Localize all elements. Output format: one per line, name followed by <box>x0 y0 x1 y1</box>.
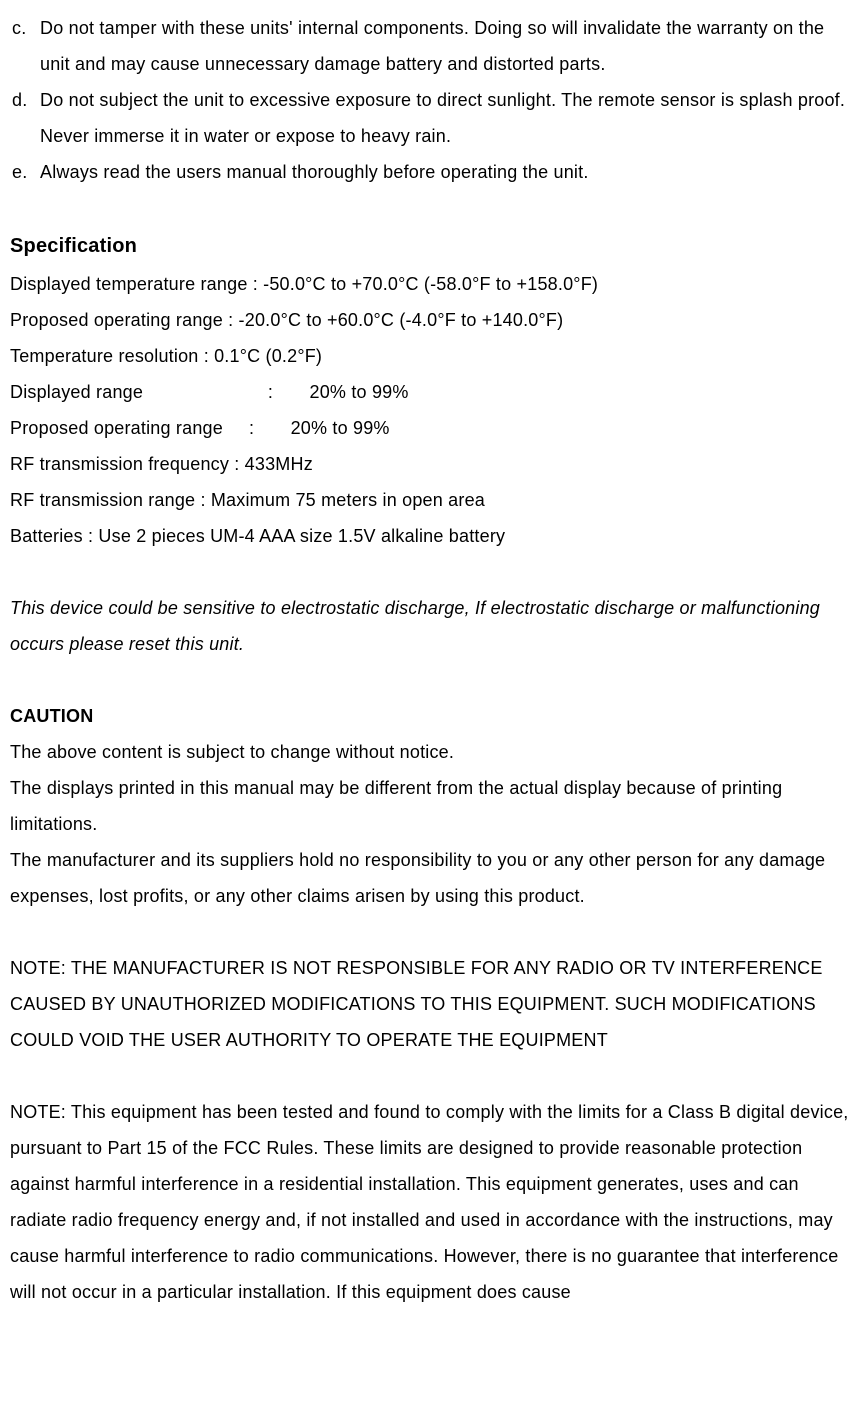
spec-disp-range: Displayed range : 20% to 99% <box>10 374 855 410</box>
caution-p1: The above content is subject to change w… <box>10 734 855 770</box>
spec-rf-range: RF transmission range : Maximum 75 meter… <box>10 482 855 518</box>
esd-note: This device could be sensitive to electr… <box>10 590 855 662</box>
list-marker-d: d. <box>10 82 40 154</box>
spec-rf-freq: RF transmission frequency : 433MHz <box>10 446 855 482</box>
list-content-d: Do not subject the unit to excessive exp… <box>40 82 855 154</box>
note-manufacturer: NOTE: THE MANUFACTURER IS NOT RESPONSIBL… <box>10 950 855 1058</box>
caution-heading: CAUTION <box>10 698 855 734</box>
spec-batteries: Batteries : Use 2 pieces UM-4 AAA size 1… <box>10 518 855 554</box>
list-content-e: Always read the users manual thoroughly … <box>40 154 855 190</box>
list-content-c: Do not tamper with these units' internal… <box>40 10 855 82</box>
list-marker-e: e. <box>10 154 40 190</box>
spec-temp-range: Displayed temperature range : -50.0°C to… <box>10 266 855 302</box>
caution-p2: The displays printed in this manual may … <box>10 770 855 842</box>
note-fcc: NOTE: This equipment has been tested and… <box>10 1094 855 1310</box>
list-item-c: c. Do not tamper with these units' inter… <box>10 10 855 82</box>
list-marker-c: c. <box>10 10 40 82</box>
spec-prop-range2: Proposed operating range : 20% to 99% <box>10 410 855 446</box>
spec-op-range: Proposed operating range : -20.0°C to +6… <box>10 302 855 338</box>
list-item-d: d. Do not subject the unit to excessive … <box>10 82 855 154</box>
specification-heading: Specification <box>10 226 855 266</box>
list-item-e: e. Always read the users manual thorough… <box>10 154 855 190</box>
spec-resolution: Temperature resolution : 0.1°C (0.2°F) <box>10 338 855 374</box>
caution-p3: The manufacturer and its suppliers hold … <box>10 842 855 914</box>
